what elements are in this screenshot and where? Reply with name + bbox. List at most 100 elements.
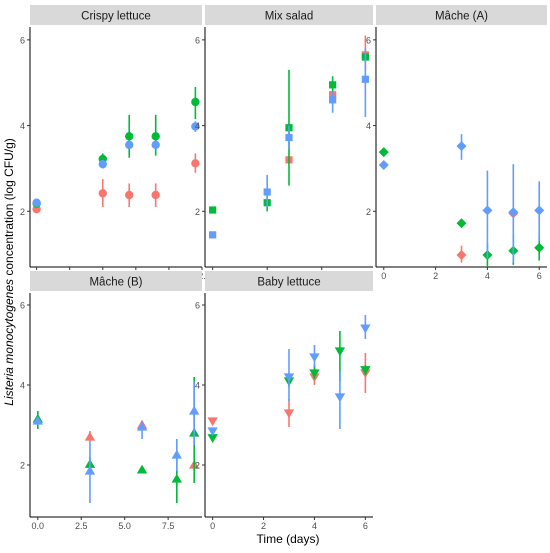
facet-panel: Mâche (B) 2 4 6 0.0 2.5 5.0 7.5 bbox=[20, 271, 202, 531]
series-blue bbox=[378, 134, 545, 263]
data-point bbox=[191, 159, 200, 168]
y-tick-label: 4 bbox=[20, 121, 25, 131]
facet-strip bbox=[30, 5, 202, 25]
y-axis-label-italic: Listeria monocytogenes bbox=[2, 279, 16, 406]
data-point bbox=[360, 366, 371, 375]
data-point bbox=[188, 405, 200, 415]
data-point bbox=[84, 431, 96, 441]
y-tick-label: 6 bbox=[195, 301, 200, 311]
data-point bbox=[361, 75, 369, 83]
x-tick-label: 0 bbox=[210, 521, 215, 531]
data-point bbox=[209, 231, 217, 239]
series-blue bbox=[207, 315, 371, 437]
series-blue bbox=[32, 381, 200, 503]
data-point bbox=[329, 96, 337, 104]
series-red bbox=[32, 153, 200, 214]
data-point bbox=[456, 141, 467, 152]
x-tick-label: 4 bbox=[312, 521, 317, 531]
data-point bbox=[309, 369, 320, 379]
y-tick-label: 2 bbox=[20, 207, 25, 217]
data-point bbox=[378, 147, 389, 158]
series-green bbox=[207, 331, 371, 443]
y-axis-label: Listeria monocytogenes concentration (lo… bbox=[2, 138, 16, 405]
data-point bbox=[283, 373, 295, 383]
data-point bbox=[209, 206, 217, 214]
facet-strip-title: Crispy lettuce bbox=[81, 11, 151, 23]
series-green bbox=[378, 147, 545, 267]
facet-strip bbox=[205, 5, 373, 25]
data-point bbox=[136, 464, 148, 474]
data-point bbox=[151, 132, 160, 141]
data-point bbox=[508, 207, 519, 218]
facet-strip-title: Mix salad bbox=[265, 11, 314, 23]
data-point bbox=[309, 353, 320, 363]
x-tick-label: 2 bbox=[433, 271, 438, 281]
data-point bbox=[360, 324, 371, 334]
y-tick-label: 2 bbox=[20, 461, 25, 471]
data-point bbox=[98, 159, 107, 169]
data-point bbox=[334, 347, 346, 357]
data-point bbox=[534, 242, 545, 253]
facet-strip bbox=[376, 5, 547, 25]
x-tick-label: 0 bbox=[381, 271, 386, 281]
facet-panel: Baby lettuce 2 4 6 0 2 4 6 bbox=[195, 271, 373, 531]
data-point bbox=[84, 465, 96, 475]
y-tick-label: 2 bbox=[366, 207, 371, 217]
panels-layer: Crispy lettuce2460.02.55.07.510.012.5Mix… bbox=[20, 5, 547, 531]
data-point bbox=[136, 421, 148, 431]
data-point bbox=[207, 417, 218, 427]
data-point bbox=[32, 198, 41, 207]
y-tick-label: 6 bbox=[20, 35, 25, 45]
series-blue bbox=[209, 48, 369, 239]
facet-strip-title: Mâche (A) bbox=[435, 11, 488, 23]
y-axis-label-rest: concentration (log CFU/g) bbox=[2, 138, 16, 279]
data-point bbox=[32, 415, 44, 425]
y-tick-label: 4 bbox=[20, 381, 25, 391]
x-tick-label: 2.5 bbox=[75, 521, 88, 531]
y-tick-label: 6 bbox=[20, 301, 25, 311]
data-point bbox=[171, 449, 183, 459]
data-point bbox=[125, 190, 134, 200]
facet-strip-title: Mâche (B) bbox=[89, 277, 142, 289]
data-point bbox=[285, 133, 293, 142]
x-axis-label: Time (days) bbox=[257, 532, 320, 546]
data-point bbox=[125, 140, 134, 150]
data-point bbox=[329, 81, 337, 89]
data-point bbox=[482, 205, 493, 216]
x-tick-label: 4 bbox=[485, 271, 490, 281]
facet-panel: Mix salad2460510 bbox=[195, 5, 373, 281]
y-tick-label: 4 bbox=[195, 121, 200, 131]
y-tick-label: 4 bbox=[195, 381, 200, 391]
y-tick-label: 2 bbox=[195, 461, 200, 471]
data-point bbox=[171, 473, 183, 483]
y-tick-label: 6 bbox=[195, 35, 200, 45]
data-point bbox=[334, 393, 346, 403]
x-tick-label: 0.0 bbox=[32, 521, 45, 531]
data-point bbox=[98, 189, 107, 198]
data-point bbox=[456, 218, 467, 229]
data-point bbox=[207, 434, 218, 443]
series-green bbox=[32, 87, 200, 208]
facet-strip-title: Baby lettuce bbox=[257, 277, 320, 289]
x-tick-label: 7.5 bbox=[162, 521, 175, 531]
facet-strip bbox=[30, 271, 202, 291]
series-red bbox=[285, 35, 369, 164]
x-tick-label: 5.0 bbox=[118, 521, 131, 531]
x-tick-label: 2 bbox=[261, 521, 266, 531]
series-blue bbox=[32, 121, 200, 207]
data-point bbox=[534, 205, 545, 216]
facet-panel: Mâche (A) 2 4 6 0 2 4 6 bbox=[366, 5, 547, 281]
data-point bbox=[263, 188, 271, 196]
y-tick-label: 4 bbox=[366, 121, 371, 131]
facet-strip bbox=[205, 271, 373, 291]
data-point bbox=[125, 132, 134, 141]
x-tick-label: 6 bbox=[363, 521, 368, 531]
x-tick-label: 6 bbox=[537, 271, 542, 281]
data-point bbox=[191, 122, 200, 131]
data-point bbox=[283, 409, 295, 419]
y-tick-label: 6 bbox=[366, 35, 371, 45]
data-point bbox=[456, 250, 467, 260]
data-point bbox=[151, 190, 160, 200]
